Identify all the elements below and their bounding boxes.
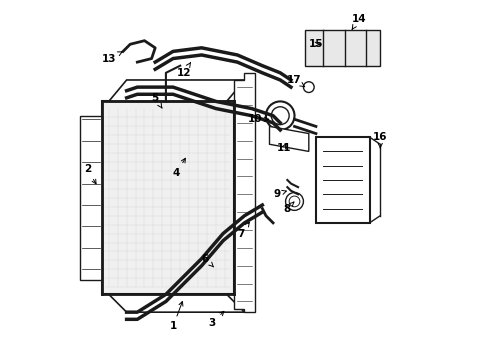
Circle shape — [265, 102, 294, 130]
Text: 14: 14 — [351, 14, 366, 30]
Text: 10: 10 — [247, 114, 268, 124]
Text: 15: 15 — [308, 39, 323, 49]
Text: 13: 13 — [102, 52, 122, 64]
Polygon shape — [102, 102, 233, 294]
Text: 17: 17 — [286, 75, 304, 87]
Text: 3: 3 — [208, 311, 224, 328]
Text: 11: 11 — [276, 143, 290, 153]
Text: 5: 5 — [151, 93, 162, 108]
Circle shape — [285, 193, 303, 210]
Polygon shape — [80, 116, 102, 280]
Text: 1: 1 — [169, 302, 183, 332]
Text: 4: 4 — [173, 158, 185, 178]
Text: 7: 7 — [237, 222, 249, 239]
Polygon shape — [108, 80, 244, 102]
Polygon shape — [305, 30, 380, 66]
Polygon shape — [108, 294, 244, 312]
Text: 2: 2 — [83, 164, 96, 184]
Text: 16: 16 — [372, 132, 386, 148]
Polygon shape — [233, 73, 255, 312]
Text: 6: 6 — [201, 253, 213, 267]
Polygon shape — [315, 137, 369, 223]
Text: 12: 12 — [176, 63, 191, 78]
Text: 8: 8 — [283, 202, 293, 213]
Circle shape — [303, 82, 313, 93]
Text: 9: 9 — [272, 189, 286, 199]
Polygon shape — [269, 126, 308, 152]
